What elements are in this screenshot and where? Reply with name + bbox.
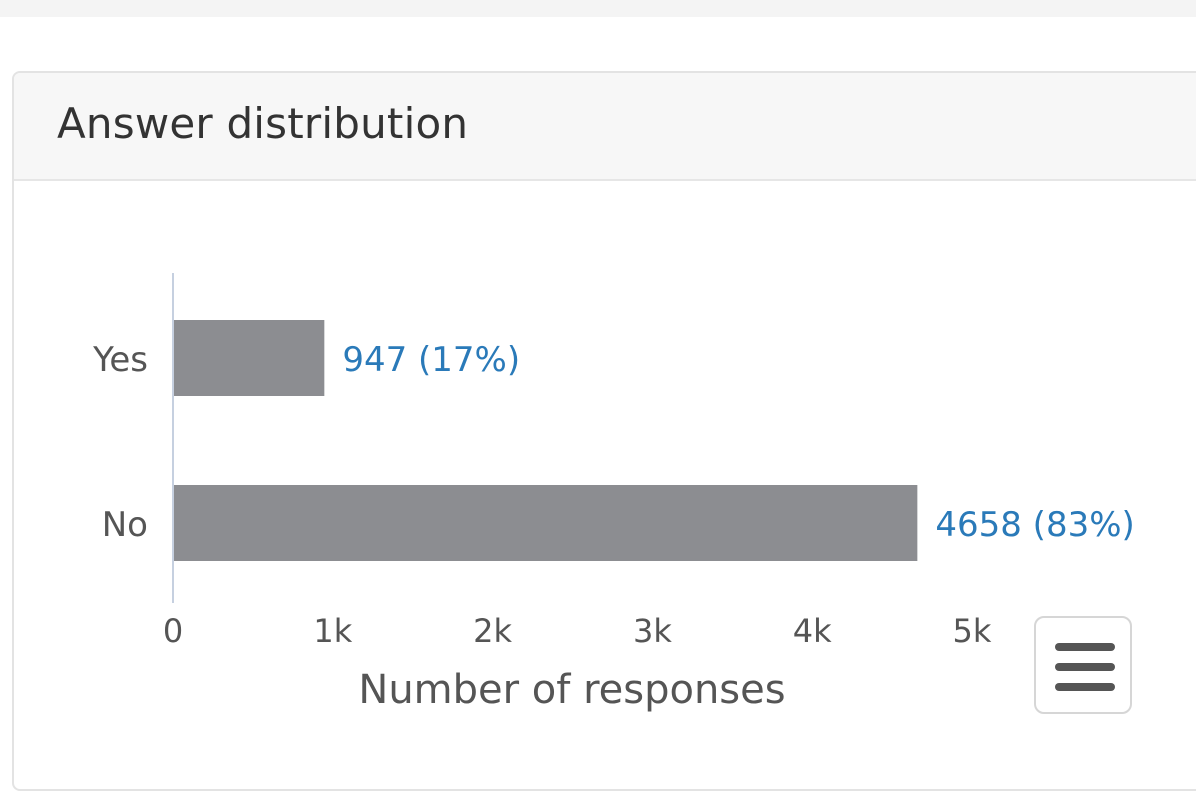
hamburger-menu-icon-line-middle — [1055, 663, 1115, 671]
x-tick-label: 4k — [793, 612, 832, 650]
panel-header: Answer distribution — [14, 73, 1196, 181]
bar-chart: Yes No 947 (17%) 4658 (83%) 0 1k 2k 3k 4k 5k Numbe… — [92, 273, 1135, 713]
x-tick-label: 0 — [163, 612, 183, 650]
top-strip — [0, 0, 1196, 17]
x-axis-title: Number of responses — [358, 667, 785, 713]
category-label-yes: Yes — [92, 340, 148, 380]
category-label-no: No — [102, 505, 148, 545]
bar-no — [174, 485, 918, 561]
hamburger-menu-icon-line-top — [1055, 643, 1115, 651]
x-tick-label: 1k — [313, 612, 352, 650]
data-label-yes: 947 (17%) — [342, 340, 520, 380]
x-tick-label: 3k — [633, 612, 672, 650]
data-label-no: 4658 (83%) — [935, 505, 1134, 545]
hamburger-menu-icon-line-bottom — [1055, 683, 1115, 691]
bar-yes — [174, 320, 325, 396]
x-tick-label: 5k — [953, 612, 992, 650]
chart-menu-button[interactable] — [1034, 616, 1132, 714]
x-tick-label: 2k — [473, 612, 512, 650]
panel-title: Answer distribution — [57, 99, 469, 148]
